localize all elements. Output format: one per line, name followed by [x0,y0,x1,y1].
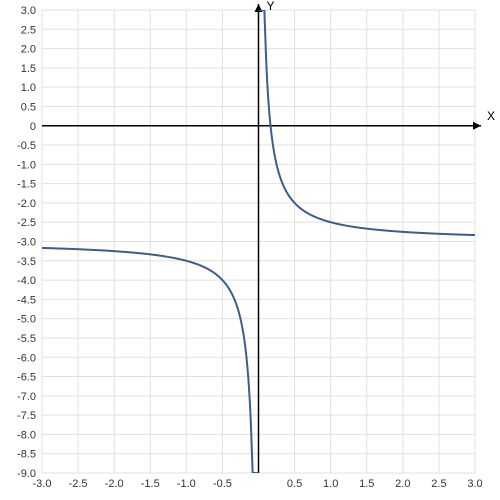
x-tick: 2.0 [395,478,410,490]
y-tick: -4.0 [17,275,36,287]
y-axis-label-svg: Y [267,0,275,13]
y-tick: -6.5 [17,372,36,384]
x-tick: 0.5 [287,478,302,490]
x-tick: -1.5 [141,478,160,490]
y-tick: -1.0 [17,159,36,171]
x-tick: -2.0 [105,478,124,490]
y-tick: -8.0 [17,429,36,441]
y-tick: -1.5 [17,179,36,191]
y-tick: 0 [30,121,36,133]
y-tick: -7.0 [17,391,36,403]
x-tick: -1.0 [177,478,196,490]
y-tick: -0.5 [17,140,36,152]
y-tick: -4.5 [17,294,36,306]
y-tick: 0.5 [21,101,36,113]
y-tick: -6.0 [17,352,36,364]
y-tick: -5.5 [17,333,36,345]
y-tick: 1.0 [21,82,36,94]
y-tick: 2.5 [21,24,36,36]
x-tick: 3.0 [467,478,482,490]
chart-container: { "chart": { "type": "line", "width": 50… [0,0,500,500]
x-tick: 2.5 [431,478,446,490]
y-tick: -9.0 [17,468,36,480]
y-tick: -3.5 [17,256,36,268]
y-tick: -3.0 [17,237,36,249]
y-tick: -8.5 [17,449,36,461]
x-tick: -2.5 [69,478,88,490]
y-tick: 1.5 [21,63,36,75]
y-tick: -5.0 [17,314,36,326]
y-tick: -2.0 [17,198,36,210]
x-tick: 1.0 [323,478,338,490]
y-tick: 3.0 [21,5,36,17]
y-tick: 2.0 [21,44,36,56]
x-tick: 1.5 [359,478,374,490]
chart-svg: -3.0 -2.5 -2.0 -1.5 -1.0 -0.5 0.5 1.0 1.5 2.0 2.5 3… [0,0,500,500]
y-tick: -7.5 [17,410,36,422]
x-axis-label-svg: X [487,109,495,123]
x-tick: -0.5 [213,478,232,490]
y-tick: -2.5 [17,217,36,229]
